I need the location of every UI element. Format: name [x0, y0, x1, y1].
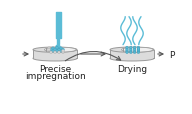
Ellipse shape — [33, 48, 77, 53]
Text: Drying: Drying — [117, 65, 147, 74]
Circle shape — [50, 49, 52, 52]
Circle shape — [54, 52, 56, 54]
Ellipse shape — [121, 48, 153, 53]
Circle shape — [133, 50, 136, 53]
Circle shape — [126, 52, 128, 54]
Circle shape — [50, 52, 52, 54]
FancyArrowPatch shape — [65, 52, 121, 61]
Circle shape — [52, 50, 54, 53]
Circle shape — [60, 50, 62, 53]
Polygon shape — [110, 50, 154, 59]
Circle shape — [129, 50, 132, 53]
Circle shape — [137, 48, 140, 51]
Circle shape — [48, 47, 50, 50]
Circle shape — [48, 49, 50, 52]
Ellipse shape — [110, 56, 154, 61]
Circle shape — [56, 47, 58, 50]
Circle shape — [137, 50, 140, 53]
Ellipse shape — [44, 48, 76, 53]
Ellipse shape — [33, 56, 77, 61]
Polygon shape — [56, 47, 60, 52]
Circle shape — [137, 47, 140, 49]
Circle shape — [58, 52, 60, 54]
Circle shape — [62, 49, 64, 51]
Circle shape — [56, 50, 58, 53]
Circle shape — [55, 45, 61, 51]
Circle shape — [129, 48, 132, 51]
Ellipse shape — [110, 48, 154, 53]
Circle shape — [62, 50, 64, 53]
Circle shape — [126, 48, 128, 51]
Circle shape — [137, 50, 140, 52]
Text: Precise: Precise — [39, 65, 71, 74]
Circle shape — [62, 52, 64, 54]
Circle shape — [60, 47, 62, 50]
Circle shape — [126, 47, 128, 49]
Circle shape — [129, 47, 132, 49]
Circle shape — [126, 50, 128, 53]
Polygon shape — [33, 50, 77, 59]
Circle shape — [133, 48, 136, 51]
Circle shape — [133, 52, 136, 54]
Circle shape — [137, 52, 140, 54]
Text: impregnation: impregnation — [25, 72, 85, 81]
Circle shape — [52, 47, 54, 50]
Text: P: P — [169, 50, 174, 59]
Circle shape — [58, 49, 60, 52]
Circle shape — [133, 47, 136, 49]
Circle shape — [137, 48, 140, 51]
Circle shape — [129, 52, 132, 54]
Circle shape — [54, 49, 56, 51]
